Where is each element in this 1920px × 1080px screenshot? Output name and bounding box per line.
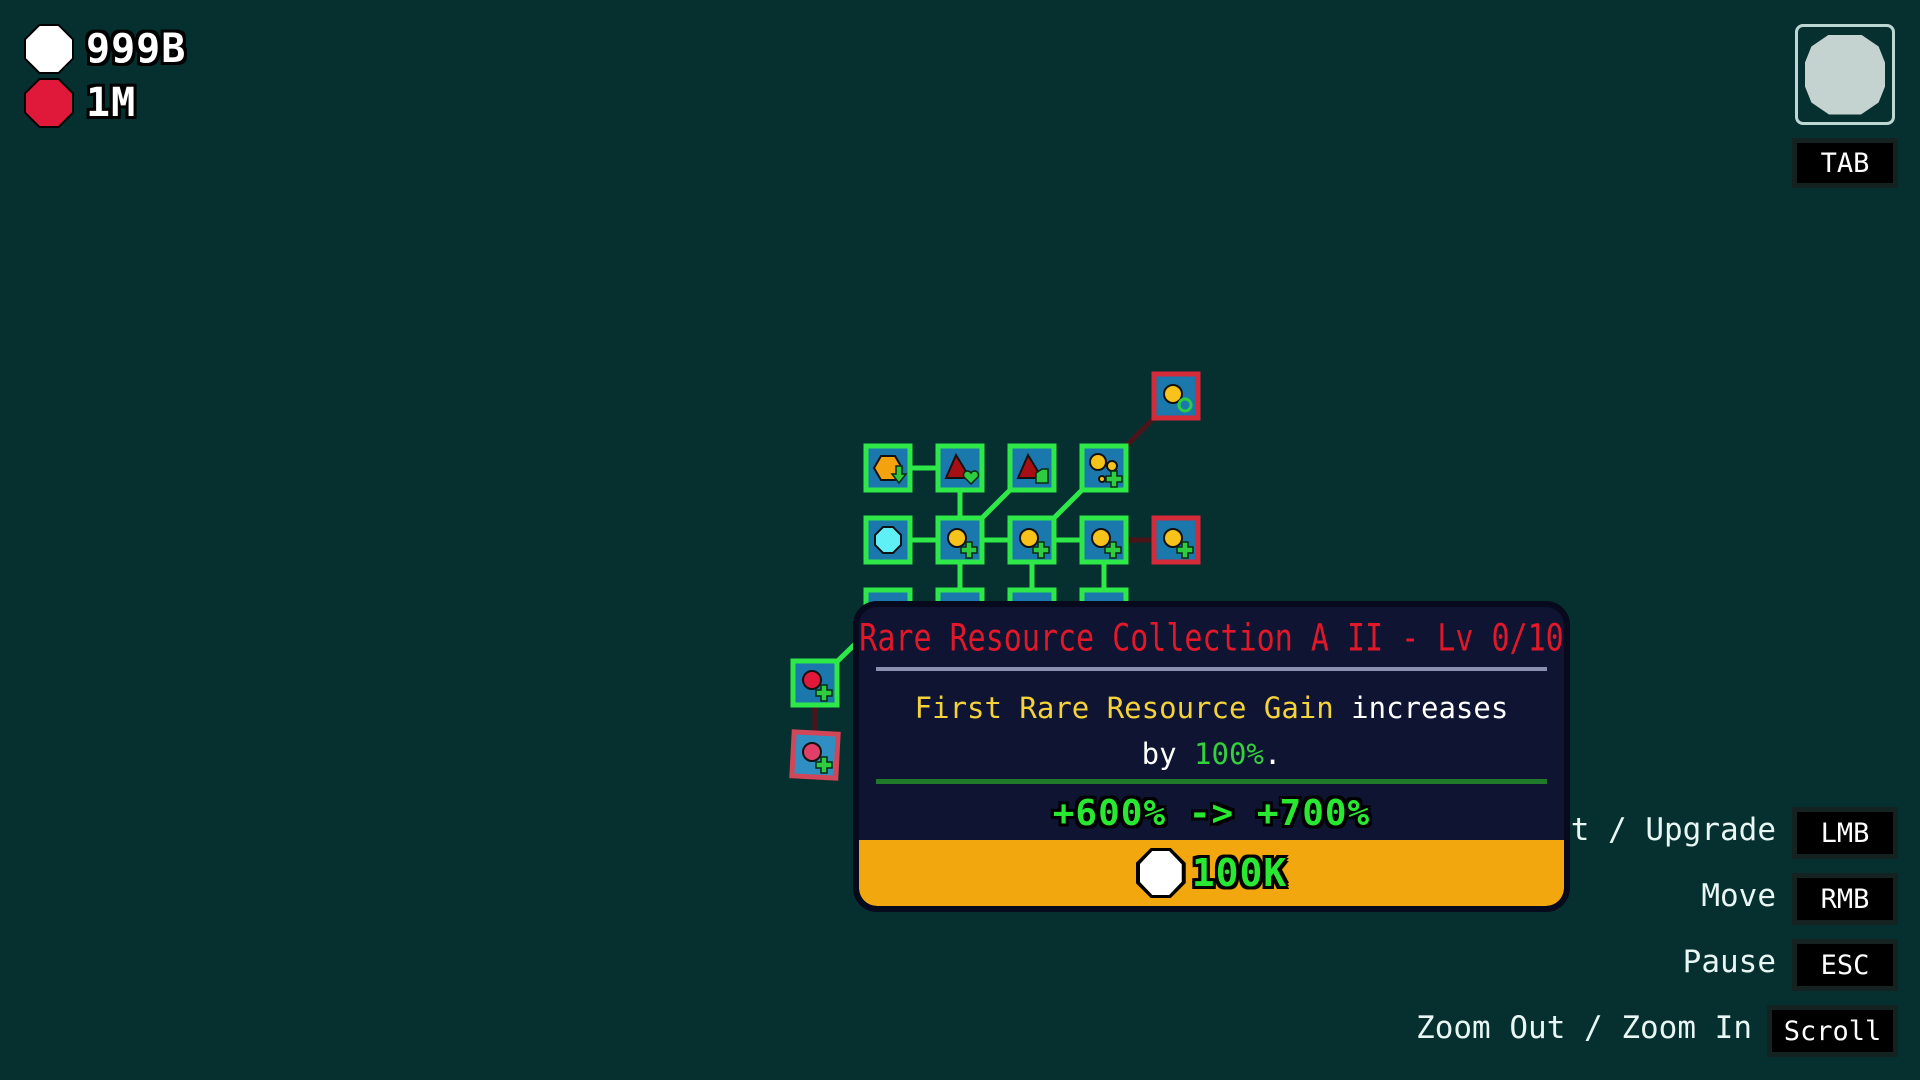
desc-by: by	[1141, 737, 1195, 771]
stat-arrow: ->	[1188, 793, 1235, 834]
plus-icon	[1104, 541, 1122, 559]
plus-icon	[815, 756, 833, 774]
tooltip-stat-change: +600% -> +700%	[859, 793, 1564, 834]
desc-highlight: First Rare Resource Gain	[914, 691, 1334, 725]
stat-from: +600%	[1052, 793, 1167, 834]
red-resource-icon	[802, 670, 822, 690]
control-label-move: Move	[1701, 878, 1776, 914]
key-rmb: RMB	[1792, 873, 1898, 925]
divider	[876, 667, 1547, 671]
cost-bar[interactable]: 100K	[859, 840, 1564, 906]
upgrade-tooltip: Rare Resource Collection A II - Lv 0/10 …	[853, 601, 1570, 912]
tree-node-n-left-red[interactable]	[789, 729, 841, 781]
tree-node-n22[interactable]	[935, 515, 985, 565]
key-lmb: LMB	[1792, 807, 1898, 859]
arrow-down-icon	[890, 465, 908, 485]
tree-node-n25[interactable]	[1151, 515, 1201, 565]
tree-node-n21[interactable]	[863, 515, 913, 565]
red-octagon-icon	[24, 78, 74, 128]
plus-icon	[960, 541, 978, 559]
control-label-pause: Pause	[1682, 944, 1776, 980]
desc-value: 100%	[1194, 737, 1264, 771]
gray-circle-icon	[1805, 34, 1885, 115]
tree-node-n24[interactable]	[1079, 515, 1129, 565]
tree-node-n-top-red[interactable]	[1151, 371, 1201, 421]
cyan-octagon-icon	[874, 526, 902, 554]
plus-icon	[815, 684, 833, 702]
control-label-zoom: Zoom Out / Zoom In	[1416, 1010, 1752, 1046]
shield-icon	[1035, 468, 1049, 484]
refresh-icon	[1177, 397, 1193, 413]
resource-common-amount: 999B	[86, 26, 187, 72]
map-toggle-button[interactable]	[1795, 24, 1895, 125]
tab-key-badge: TAB	[1792, 138, 1898, 188]
tree-node-n11[interactable]	[863, 443, 913, 493]
tree-node-n23[interactable]	[1007, 515, 1057, 565]
red-resource-icon	[802, 742, 822, 762]
coin-icon	[1091, 528, 1111, 548]
tree-node-n-left-green[interactable]	[790, 658, 840, 708]
tree-node-n12[interactable]	[935, 443, 985, 493]
divider	[876, 779, 1547, 784]
coin-icon	[1098, 475, 1106, 483]
cost-amount: 100K	[1191, 851, 1288, 895]
white-octagon-icon	[1135, 848, 1186, 898]
coin-icon	[1163, 528, 1183, 548]
tooltip-title: Rare Resource Collection A II - Lv 0/10	[859, 616, 1564, 661]
white-octagon-icon	[24, 24, 74, 74]
coin-icon	[1163, 384, 1183, 404]
resource-rare-amount: 1M	[86, 80, 137, 126]
key-esc: ESC	[1792, 939, 1898, 991]
stat-to: +700%	[1256, 793, 1371, 834]
resource-rare: 1M	[24, 78, 136, 128]
desc-end: .	[1263, 737, 1282, 771]
coin-icon	[1019, 528, 1039, 548]
coin-icon	[1089, 453, 1107, 471]
coin-icon	[1106, 460, 1118, 472]
heart-icon	[962, 470, 980, 486]
plus-icon	[1032, 541, 1050, 559]
tree-node-n14[interactable]	[1079, 443, 1129, 493]
plus-icon	[1176, 541, 1194, 559]
tree-node-n13[interactable]	[1007, 443, 1057, 493]
coin-icon	[947, 528, 967, 548]
desc-mid: increases	[1333, 691, 1509, 725]
resource-common: 999B	[24, 24, 186, 74]
plus-icon	[1105, 470, 1123, 488]
tooltip-description: First Rare Resource Gain increases by 10…	[879, 685, 1544, 777]
key-scroll: Scroll	[1767, 1005, 1898, 1057]
